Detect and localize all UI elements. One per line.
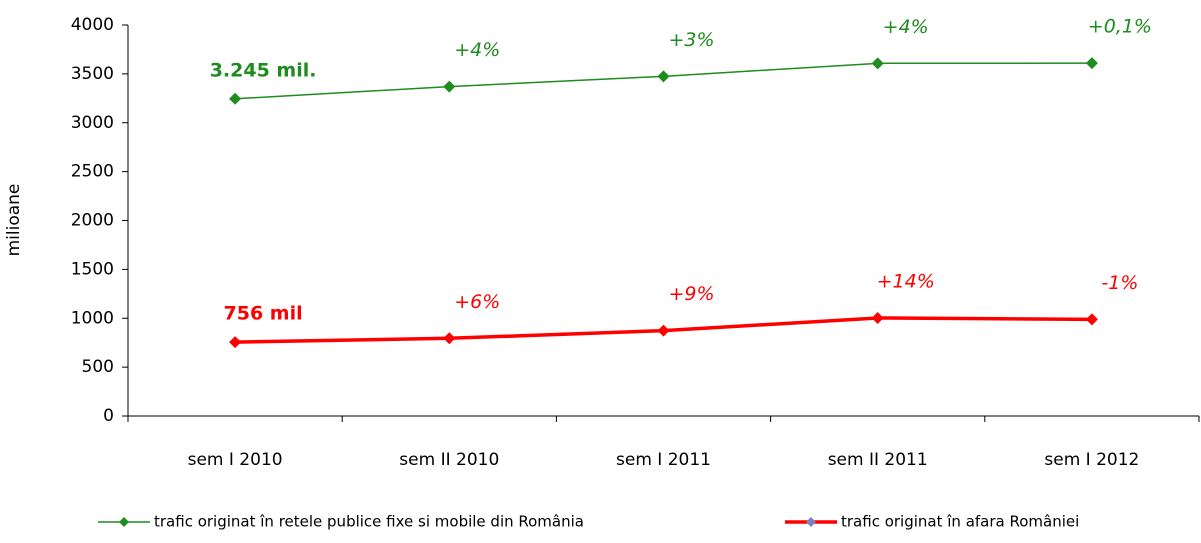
annotation: +4% <box>883 16 929 38</box>
y-axis-label: milioane <box>4 184 24 257</box>
y-tick-label: 1000 <box>71 308 114 328</box>
y-tick-label: 3000 <box>71 113 114 133</box>
marker <box>871 311 884 324</box>
marker <box>229 92 242 105</box>
legend-label: trafic originat în retele publice fixe s… <box>154 513 584 531</box>
y-tick-label: 2000 <box>71 211 114 231</box>
annotation: +9% <box>668 283 714 305</box>
marker <box>1085 313 1098 326</box>
y-tick-label: 1500 <box>71 259 114 279</box>
legend-marker <box>806 517 816 527</box>
annotation: -1% <box>1101 272 1138 294</box>
marker <box>443 332 456 345</box>
annotation: +3% <box>668 29 714 51</box>
annotation: 756 mil <box>224 303 303 325</box>
x-tick-label: sem I 2011 <box>616 450 711 470</box>
annotation: 3.245 mil. <box>210 59 317 81</box>
marker <box>443 80 456 93</box>
x-tick-label: sem I 2012 <box>1044 450 1139 470</box>
marker <box>657 324 670 337</box>
y-tick-label: 2500 <box>71 162 114 182</box>
annotation: +14% <box>877 270 935 292</box>
y-tick-label: 0 <box>103 406 114 426</box>
y-tick-label: 500 <box>82 357 114 377</box>
y-tick-label: 3500 <box>71 64 114 84</box>
annotation: +4% <box>454 39 500 61</box>
marker <box>229 336 242 349</box>
legend-label: trafic originat în afara României <box>841 513 1079 531</box>
x-tick-label: sem II 2010 <box>399 450 499 470</box>
marker <box>1085 57 1098 70</box>
legend-marker <box>119 517 129 527</box>
marker <box>871 57 884 70</box>
annotation: +6% <box>454 291 500 313</box>
x-tick-label: sem II 2011 <box>828 450 928 470</box>
annotation: +0,1% <box>1088 16 1152 38</box>
y-tick-label: 4000 <box>71 15 114 35</box>
x-tick-label: sem I 2010 <box>188 450 283 470</box>
marker <box>657 70 670 83</box>
